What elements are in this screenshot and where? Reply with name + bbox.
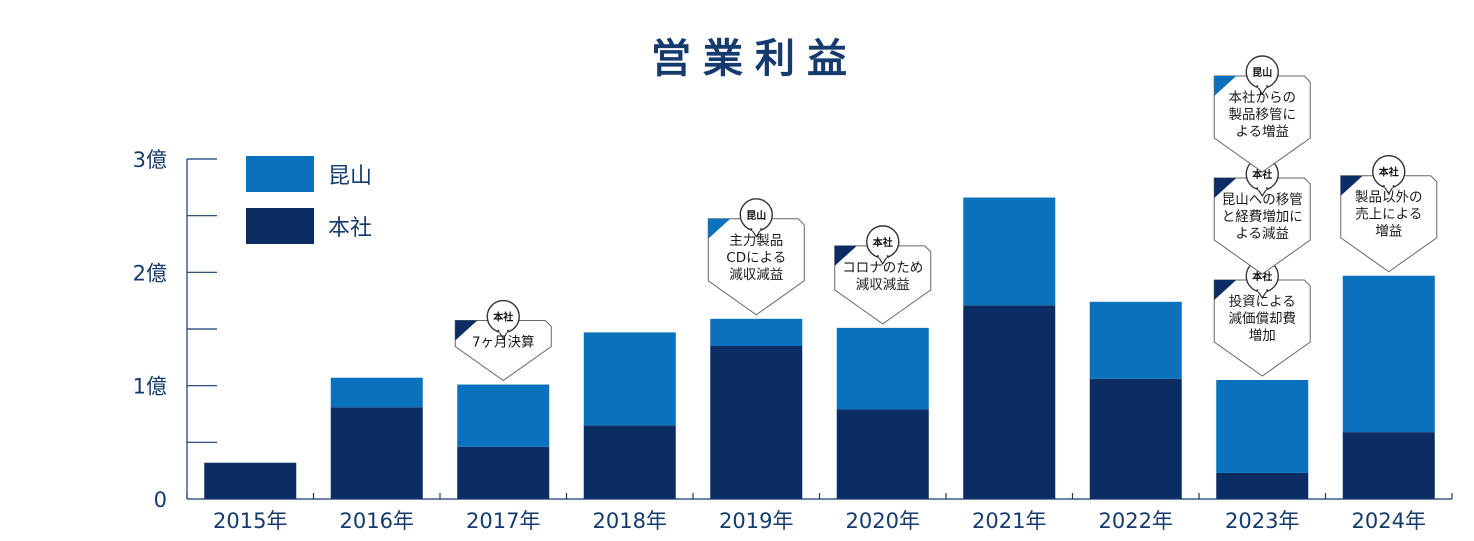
bar-honsha-2 <box>457 446 550 499</box>
callout-text-line: 本社からの <box>1229 90 1297 106</box>
callout-text-line: 昆山への移管 <box>1222 192 1303 208</box>
callout-text-line: CDによる <box>726 250 786 266</box>
callout-text-line: 製品移管に <box>1229 107 1297 123</box>
callout-badge-label: 本社 <box>493 311 513 324</box>
bar-honsha-4 <box>710 346 803 499</box>
chart-title: 営業利益 <box>651 36 859 82</box>
callout-text-line: 主力製品 <box>729 233 783 249</box>
bar-kunshan-7 <box>1089 301 1182 379</box>
callout-text-line: 減収減益 <box>729 266 783 283</box>
bar-honsha-1 <box>330 407 423 499</box>
x-axis: 2015年 2016年 2017年 2018年 2019年 2020年 2021年 2022年… <box>186 493 1453 533</box>
bar-honsha-3 <box>583 425 676 499</box>
callout-bubble <box>454 320 552 382</box>
callout-text-line: よる減益 <box>1235 225 1289 242</box>
bar-kunshan-3 <box>583 332 676 426</box>
callout-badge-label: 本社 <box>1252 270 1272 283</box>
legend: 昆山 本社 <box>246 156 372 244</box>
bar-honsha-6 <box>963 305 1056 499</box>
callout-flag <box>708 218 731 239</box>
callout-text-line: 製品以外の <box>1355 190 1423 206</box>
callout-bubble <box>707 218 805 316</box>
y-tick-label: 3億 <box>133 148 167 172</box>
x-tick-label: 2018年 <box>593 509 667 533</box>
callout-text-line: 増加 <box>1249 328 1276 344</box>
callout-flag <box>1214 76 1237 96</box>
callout-text-line: コロナのため <box>842 260 923 276</box>
callout-badge-mask <box>1258 84 1267 88</box>
y-tick-label: 0 <box>154 488 167 512</box>
callout-badge-mask <box>1258 186 1267 190</box>
bar-kunshan-5 <box>836 327 929 410</box>
callout-badge-mask <box>499 328 508 333</box>
legend-swatch-kunshan <box>246 156 314 192</box>
x-tick-label: 2021年 <box>972 509 1046 533</box>
callout-badge-mask <box>1258 288 1267 292</box>
bars <box>204 197 1435 499</box>
bar-honsha-8 <box>1216 472 1309 499</box>
bar-honsha-9 <box>1342 432 1435 499</box>
callout-bubble <box>1340 175 1438 273</box>
callout-flag <box>1340 175 1363 196</box>
callout-text-line: 投資による <box>1229 294 1296 310</box>
y-tick-label: 2億 <box>133 261 167 285</box>
x-tick-label: 2017年 <box>466 509 540 533</box>
callout-bubble <box>1213 279 1311 377</box>
x-tick-label: 2019年 <box>719 509 793 533</box>
x-tick-label: 2016年 <box>340 509 414 533</box>
callout-badge-label: 本社 <box>1252 168 1272 181</box>
y-tick-label: 1億 <box>133 375 167 399</box>
legend-swatch-honsha <box>246 208 314 244</box>
x-tick-label: 2020年 <box>846 509 920 533</box>
callout-flag <box>1214 280 1237 300</box>
bar-kunshan-8 <box>1216 380 1309 473</box>
callout-badge-label: 昆山 <box>746 209 766 222</box>
x-tick-label: 2024年 <box>1352 509 1426 533</box>
callout-text-line: 減収減益 <box>856 276 910 293</box>
callout-flag <box>455 320 478 341</box>
callout-bubble <box>1213 75 1311 173</box>
callout-text-line: 7ヶ月決算 <box>472 335 535 351</box>
callout-flag <box>1214 178 1237 198</box>
callout-bubble <box>834 245 932 325</box>
legend-label-kunshan: 昆山 <box>328 164 372 189</box>
callout-badge-label: 本社 <box>873 236 893 249</box>
bar-honsha-5 <box>836 409 929 499</box>
callout-text-line: 売上による <box>1355 207 1422 223</box>
y-axis: 0 1億 2億 3億 <box>133 148 217 512</box>
x-tick-label: 2015年 <box>213 509 287 533</box>
callout-text-line: と経費増加に <box>1222 209 1303 225</box>
bar-kunshan-2 <box>457 384 550 447</box>
bar-kunshan-9 <box>1342 275 1435 433</box>
callout-badge-mask <box>878 253 887 258</box>
callout-bubble <box>1213 177 1311 275</box>
callout-badge-mask <box>1384 183 1393 188</box>
callout-badge-mask <box>752 226 761 231</box>
callout-text-line: よる増益 <box>1235 124 1289 140</box>
bar-honsha-0 <box>204 462 297 499</box>
bar-kunshan-6 <box>963 197 1056 306</box>
bar-kunshan-4 <box>710 318 803 346</box>
x-tick-label: 2022年 <box>1099 509 1173 533</box>
bar-honsha-7 <box>1089 378 1182 499</box>
bar-kunshan-1 <box>330 377 423 408</box>
callout-0: 本社 7ヶ月決算 <box>454 299 552 382</box>
legend-label-honsha: 本社 <box>328 216 372 241</box>
callout-badge-label: 昆山 <box>1252 66 1272 79</box>
x-tick-label: 2023年 <box>1225 509 1299 533</box>
callout-flag <box>834 245 857 266</box>
callout-text-line: 増益 <box>1375 224 1402 240</box>
callout-text-line: 減価償却費 <box>1229 310 1297 327</box>
callout-badge-label: 本社 <box>1379 166 1399 179</box>
